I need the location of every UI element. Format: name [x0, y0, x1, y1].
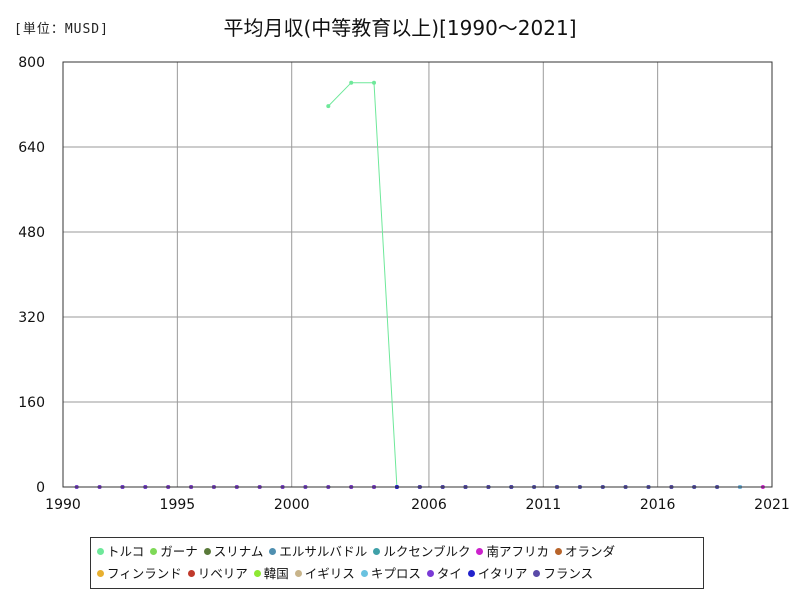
legend-marker [203, 548, 211, 555]
unit-label: [単位：MUSD] [14, 22, 109, 37]
x-tick-label: 2016 [640, 497, 676, 513]
y-tick-label: 320 [18, 310, 45, 326]
y-tick-label: 480 [18, 225, 45, 241]
y-axis-ticks: 0 160 320 480 640 800 [18, 55, 45, 496]
legend-item: エルサルバドル [269, 541, 367, 563]
legend-item: イギリス [294, 563, 355, 585]
data-point [349, 80, 354, 85]
legend-item: トルコ [97, 541, 144, 563]
x-tick-label: 1995 [160, 497, 196, 513]
plot-background [63, 62, 772, 487]
legend-marker [294, 570, 302, 577]
x-axis-ticks: 1990 1995 2000 2006 2011 2016 2021 [45, 497, 790, 513]
legend-item: フランス [533, 563, 593, 585]
plot-frame [62, 61, 773, 488]
legend-label: イギリス [304, 566, 355, 581]
legend-label: イタリア [477, 566, 528, 581]
legend-marker [97, 570, 104, 577]
legend-label: オランダ [564, 544, 615, 559]
data-point [372, 80, 376, 85]
x-tick-label: 2021 [754, 497, 790, 513]
legend-item: イタリア [467, 563, 528, 585]
legend-label: 韓国 [263, 566, 289, 581]
legend-label: トルコ [107, 544, 145, 559]
x-tick-label: 2011 [525, 497, 561, 513]
legend-label: ガーナ [160, 544, 198, 559]
y-tick-label: 160 [18, 395, 45, 411]
legend-label: エルサルバドル [279, 544, 368, 559]
legend-marker [97, 548, 104, 555]
legend-marker [150, 548, 158, 555]
legend-item: リベリア [187, 563, 248, 585]
y-tick-label: 800 [18, 55, 45, 71]
legend-marker [476, 548, 484, 555]
legend-item: フィンランド [97, 563, 182, 585]
legend-label: フィンランド [107, 566, 182, 581]
x-tick-label: 2000 [274, 497, 310, 513]
legend-item: 韓国 [253, 563, 289, 585]
chart-title: 平均月収(中等教育以上)[1990～2021] [223, 16, 577, 40]
legend-marker [554, 548, 562, 555]
legend-marker [373, 548, 381, 555]
legend-label: 南アフリカ [486, 544, 549, 559]
legend-marker [533, 570, 541, 577]
legend-marker [426, 570, 434, 577]
legend-label: スリナム [213, 544, 264, 559]
y-tick-label: 640 [18, 140, 45, 156]
data-point [326, 104, 331, 109]
legend-label: フランス [543, 566, 594, 581]
legend: トルコ ガーナ スリナム エルサルバドル ルクセンブルク 南アフリカ オランダフィンランドリ… [90, 537, 704, 589]
legend-marker [467, 570, 475, 577]
x-tick-label: 2006 [411, 497, 447, 513]
legend-item: キプロス [360, 563, 421, 585]
legend-marker [187, 570, 195, 577]
legend-item: ガーナ [150, 541, 198, 563]
legend-item: 南アフリカ [476, 541, 549, 563]
legend-label: キプロス [370, 566, 421, 581]
legend-label: リベリア [197, 566, 248, 581]
y-tick-label: 0 [36, 480, 45, 496]
legend-item: タイ [426, 563, 462, 585]
legend-item: スリナム [203, 541, 264, 563]
legend-label: タイ [436, 566, 462, 581]
legend-marker [269, 548, 277, 555]
legend-marker [253, 570, 261, 577]
legend-item: ルクセンブルク [373, 541, 470, 563]
x-tick-label: 1990 [45, 497, 81, 513]
legend-marker [360, 570, 368, 577]
legend-label: ルクセンブルク [383, 544, 471, 559]
legend-item: オランダ [554, 541, 615, 563]
